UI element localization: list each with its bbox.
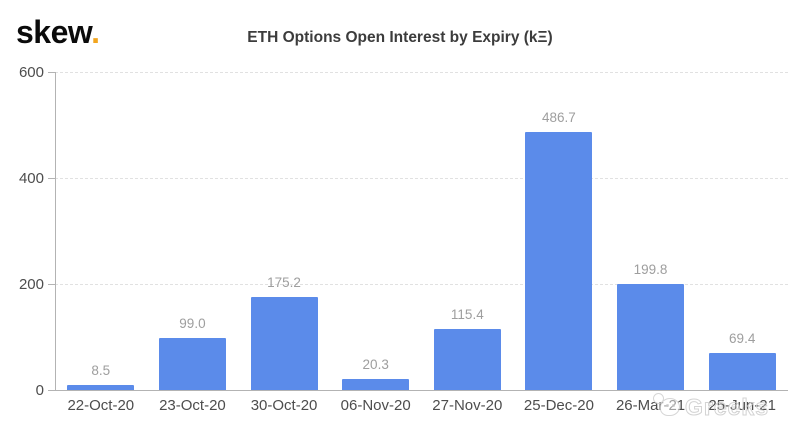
y-axis-tick	[48, 178, 56, 179]
x-axis-tick-label: 22-Oct-20	[67, 397, 135, 414]
bar-22-Oct-20[interactable]	[67, 385, 135, 390]
chart-title: ETH Options Open Interest by Expiry (kΞ)	[247, 29, 553, 46]
y-axis-line	[55, 72, 56, 390]
x-axis-line	[55, 390, 788, 391]
skew-logo-dot: .	[91, 14, 100, 50]
x-axis-tick-label: 25-Dec-20	[523, 397, 594, 414]
x-axis-tick-label: 27-Nov-20	[432, 397, 503, 414]
bar-26-Mar-21[interactable]	[617, 284, 685, 390]
x-axis-tick-label: 06-Nov-20	[340, 397, 411, 414]
bar-30-Oct-20[interactable]	[250, 297, 318, 390]
y-axis-tick-label: 200	[18, 276, 44, 293]
skew-logo: skew.	[16, 14, 100, 51]
gridline-y400	[55, 178, 788, 179]
bar-value-label: 199.8	[633, 262, 668, 278]
x-axis-tick-label: 26-Mar-21	[615, 397, 686, 414]
bar-value-label: 8.5	[91, 363, 111, 379]
bar-23-Oct-20[interactable]	[158, 337, 226, 390]
skew-logo-text: skew	[16, 14, 92, 50]
bar-value-label: 99.0	[179, 315, 206, 331]
bar-value-label: 69.4	[729, 331, 756, 347]
bar-27-Nov-20[interactable]	[433, 328, 501, 390]
bar-value-label: 20.3	[362, 357, 389, 373]
y-axis-tick	[48, 284, 56, 285]
bar-value-label: 486.7	[542, 110, 576, 126]
bar-25-Jun-21[interactable]	[708, 353, 776, 390]
y-axis-tick-label: 400	[18, 170, 44, 187]
bar-value-label: 115.4	[450, 306, 484, 322]
gridline-y200	[55, 284, 788, 285]
y-axis-tick	[48, 72, 56, 73]
x-axis-tick-label: 30-Oct-20	[250, 397, 318, 414]
bar-value-label: 175.2	[267, 275, 301, 291]
bar-06-Nov-20[interactable]	[342, 379, 410, 390]
x-axis-tick-label: 23-Oct-20	[159, 397, 226, 414]
y-axis-tick-label: 600	[18, 64, 44, 81]
x-axis-tick-label: 25-Jun-21	[708, 397, 776, 414]
bar-25-Dec-20[interactable]	[525, 132, 593, 390]
gridline-y600	[55, 72, 788, 73]
y-axis-tick-label: 0	[35, 382, 44, 399]
y-axis-tick	[48, 390, 56, 391]
